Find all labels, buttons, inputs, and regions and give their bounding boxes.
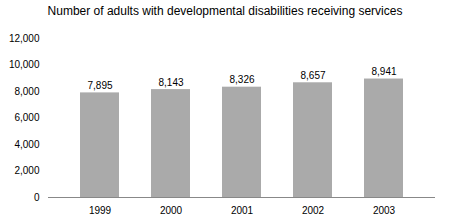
svg-text:2003: 2003 bbox=[373, 205, 396, 216]
svg-text:8,000: 8,000 bbox=[14, 86, 39, 97]
svg-text:8,143: 8,143 bbox=[158, 77, 183, 88]
svg-text:7,895: 7,895 bbox=[87, 80, 112, 91]
svg-text:1999: 1999 bbox=[89, 205, 112, 216]
svg-text:0: 0 bbox=[34, 192, 40, 203]
svg-text:6,000: 6,000 bbox=[14, 112, 39, 123]
svg-text:2000: 2000 bbox=[160, 205, 183, 216]
svg-text:8,657: 8,657 bbox=[300, 70, 325, 81]
svg-text:2002: 2002 bbox=[302, 205, 325, 216]
svg-text:10,000: 10,000 bbox=[9, 59, 40, 70]
svg-text:8,326: 8,326 bbox=[229, 74, 254, 85]
svg-text:8,941: 8,941 bbox=[371, 66, 396, 77]
svg-text:12,000: 12,000 bbox=[9, 33, 40, 44]
svg-text:2,000: 2,000 bbox=[14, 165, 39, 176]
html-text:Number of adults with developm: Number of adults with developmental disa… bbox=[47, 4, 403, 18]
svg-text:2001: 2001 bbox=[231, 205, 254, 216]
svg-text:4,000: 4,000 bbox=[14, 139, 39, 150]
